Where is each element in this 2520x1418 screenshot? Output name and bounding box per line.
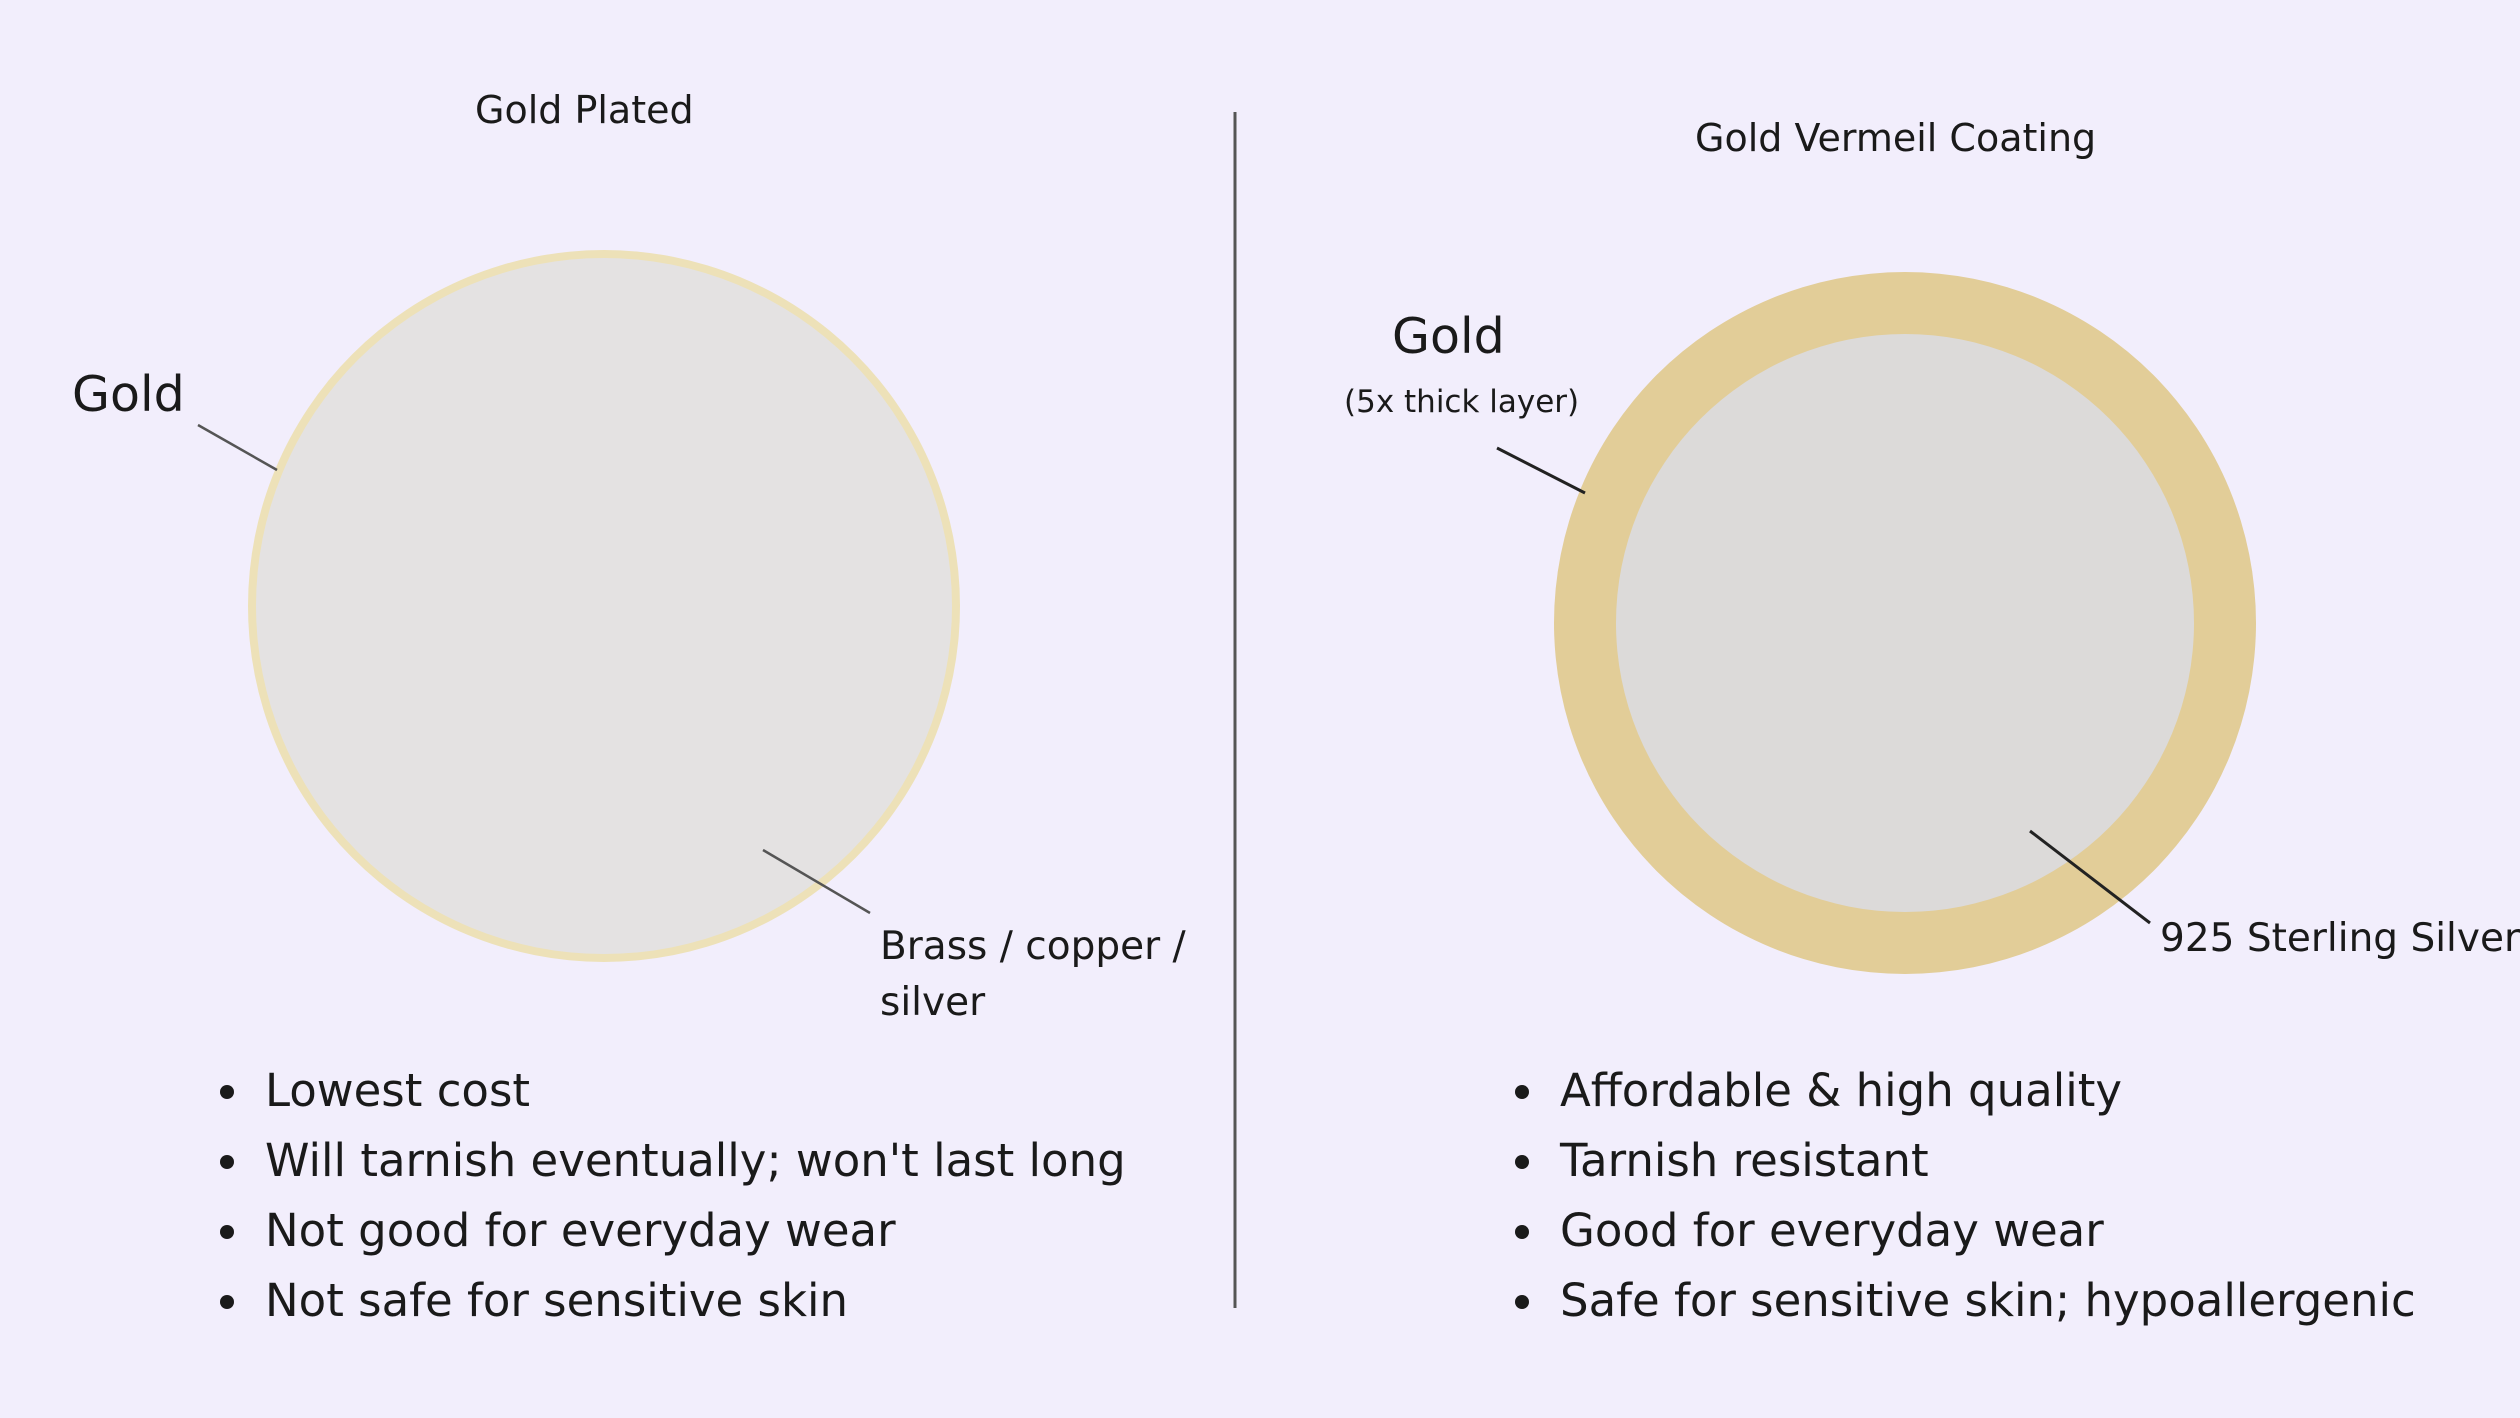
plated-core-leader-line (762, 848, 871, 915)
vermeil-core-label: 925 Sterling Silver (2160, 916, 2520, 961)
list-item: Will tarnish eventually; won't last long (220, 1126, 1126, 1196)
bullet-dot (1515, 1295, 1529, 1309)
gold-plated-title: Gold Plated (475, 88, 694, 132)
list-item: Not good for everyday wear (220, 1196, 1126, 1266)
plated-gold-label: Gold (72, 366, 185, 423)
vermeil-core-leader-line (2029, 829, 2151, 925)
gold-vermeil-bullet-list: Affordable & high quality Tarnish resist… (1515, 1056, 2416, 1336)
list-item: Tarnish resistant (1515, 1126, 2416, 1196)
bullet-text: Good for everyday wear (1560, 1204, 2104, 1257)
bullet-dot (220, 1155, 234, 1169)
bullet-dot (220, 1085, 234, 1099)
bullet-dot (220, 1295, 234, 1309)
list-item: Safe for sensitive skin; hypoallergenic (1515, 1266, 2416, 1336)
plated-core-label-line2: silver (880, 980, 986, 1025)
list-item: Affordable & high quality (1515, 1056, 2416, 1126)
list-item: Good for everyday wear (1515, 1196, 2416, 1266)
bullet-text: Not good for everyday wear (265, 1204, 896, 1257)
bullet-text: Lowest cost (265, 1064, 531, 1117)
vermeil-gold-sublabel: (5x thick layer) (1344, 384, 1580, 420)
plated-core-label-line1: Brass / copper / (880, 924, 1186, 969)
plated-gold-leader-line (197, 423, 278, 472)
bullet-dot (1515, 1085, 1529, 1099)
vermeil-gold-label: Gold (1392, 308, 1505, 365)
bullet-dot (1515, 1225, 1529, 1239)
list-item: Not safe for sensitive skin (220, 1266, 1126, 1336)
bullet-text: Tarnish resistant (1560, 1134, 1929, 1187)
bullet-text: Safe for sensitive skin; hypoallergenic (1560, 1274, 2416, 1327)
vermeil-silver-core (1616, 334, 2194, 912)
bullet-text: Affordable & high quality (1560, 1064, 2122, 1117)
bullet-dot (220, 1225, 234, 1239)
bullet-dot (1515, 1155, 1529, 1169)
plated-base-metal-core (256, 258, 952, 954)
list-item: Lowest cost (220, 1056, 1126, 1126)
bullet-text: Will tarnish eventually; won't last long (265, 1134, 1126, 1187)
gold-vermeil-title: Gold Vermeil Coating (1695, 116, 2097, 160)
bullet-text: Not safe for sensitive skin (265, 1274, 849, 1327)
gold-plated-bullet-list: Lowest cost Will tarnish eventually; won… (220, 1056, 1126, 1336)
vermeil-gold-leader-line (1496, 446, 1586, 495)
